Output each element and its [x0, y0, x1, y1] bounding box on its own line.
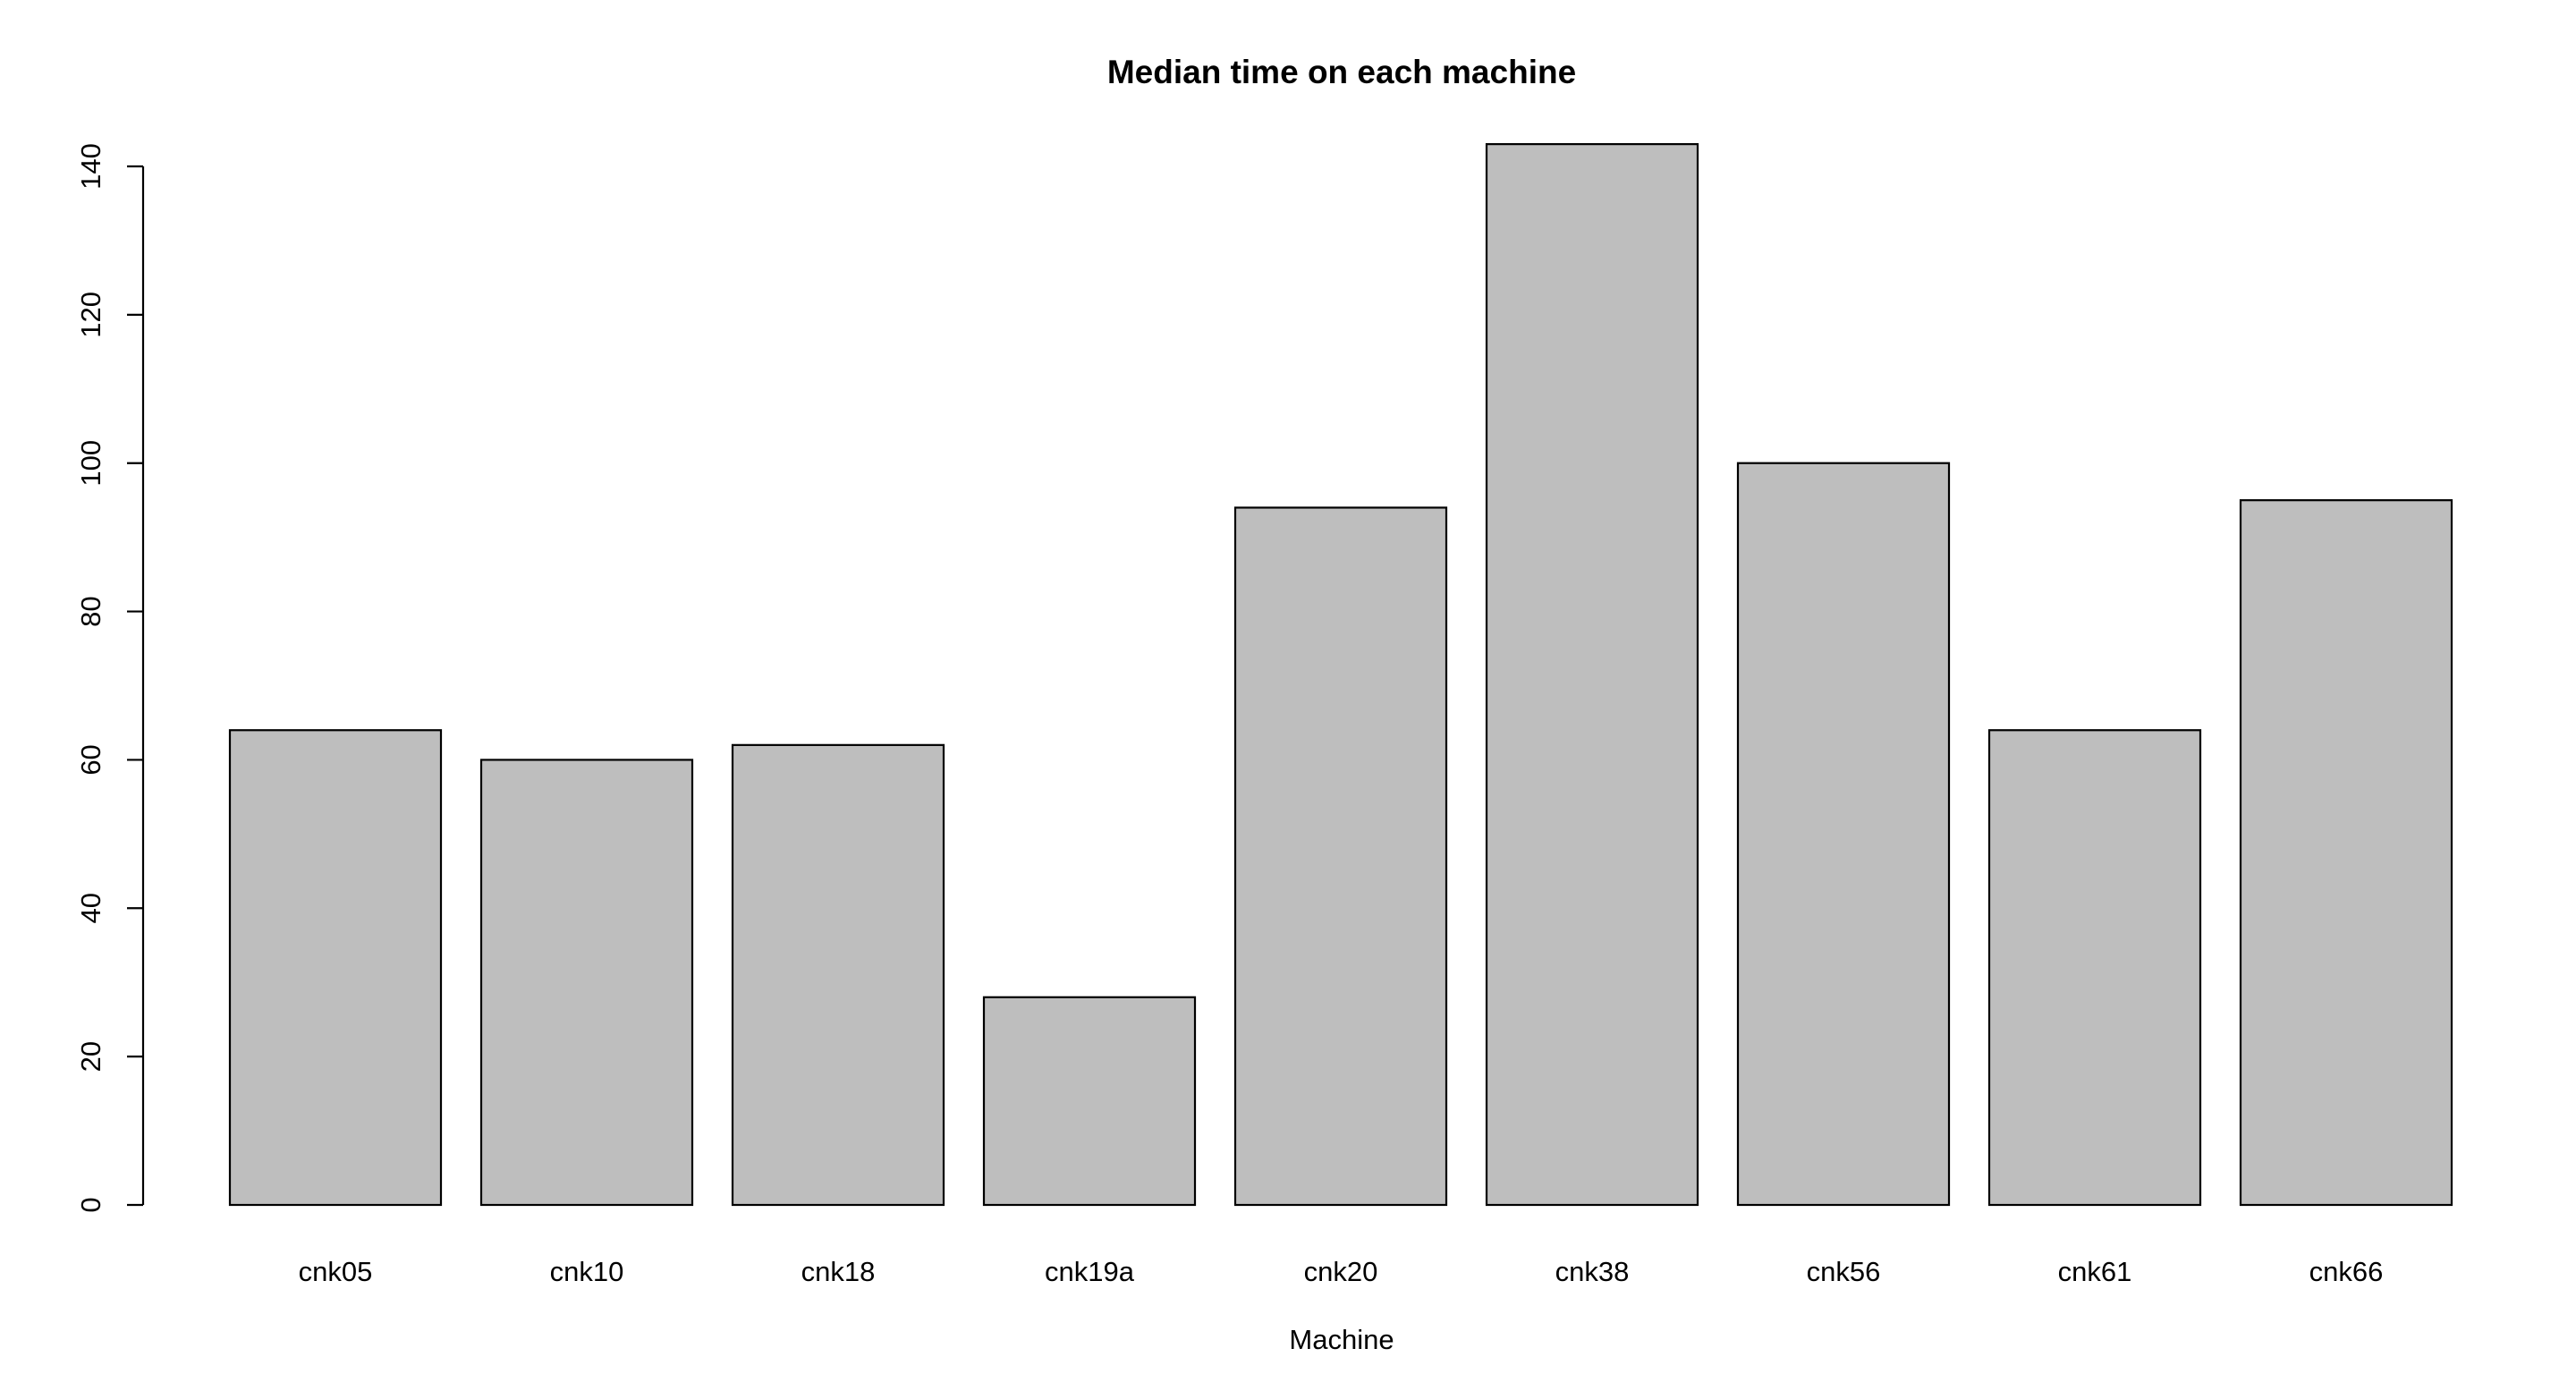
bar-cnk20: [1233, 506, 1448, 1207]
x-tick-label-cnk56: cnk56: [1807, 1256, 1881, 1287]
y-tick-label: 0: [75, 1197, 106, 1212]
y-ticks: 0 20 40 60 80 100 120 140: [75, 143, 143, 1213]
x-tick-label-cnk19a: cnk19a: [1045, 1256, 1135, 1287]
y-tick-label: 120: [75, 292, 106, 338]
bars: [228, 143, 2453, 1207]
bar-cnk18: [731, 743, 945, 1207]
x-axis-label: Machine: [1289, 1324, 1394, 1355]
y-axis: 0 20 40 60 80 100 120 140: [75, 143, 145, 1213]
bar-cnk10: [479, 759, 694, 1207]
y-tick-label: 100: [75, 440, 106, 487]
y-tick-label: 20: [75, 1041, 106, 1072]
bar-cnk19a: [982, 996, 1197, 1207]
x-tick-labels: cnk05 cnk10 cnk18 cnk19a cnk20 cnk38 cnk56 cnk6…: [299, 1256, 2384, 1287]
bar-cnk05: [228, 729, 443, 1207]
y-tick-label: 140: [75, 143, 106, 190]
x-tick-label-cnk38: cnk38: [1555, 1256, 1630, 1287]
x-tick-label-cnk10: cnk10: [550, 1256, 624, 1287]
chart-title: Median time on each machine: [1107, 54, 1576, 90]
bar-cnk61: [1987, 729, 2202, 1207]
y-tick-label: 80: [75, 596, 106, 626]
bar-cnk56: [1736, 462, 1951, 1207]
x-tick-label-cnk61: cnk61: [2058, 1256, 2132, 1287]
bar-cnk38: [1485, 143, 1699, 1207]
bar-cnk66: [2239, 499, 2453, 1207]
x-tick-label-cnk18: cnk18: [801, 1256, 876, 1287]
x-tick-label-cnk05: cnk05: [299, 1256, 373, 1287]
x-tick-label-cnk66: cnk66: [2309, 1256, 2384, 1287]
x-tick-label-cnk20: cnk20: [1304, 1256, 1378, 1287]
y-tick-label: 60: [75, 744, 106, 775]
y-tick-label: 40: [75, 893, 106, 923]
